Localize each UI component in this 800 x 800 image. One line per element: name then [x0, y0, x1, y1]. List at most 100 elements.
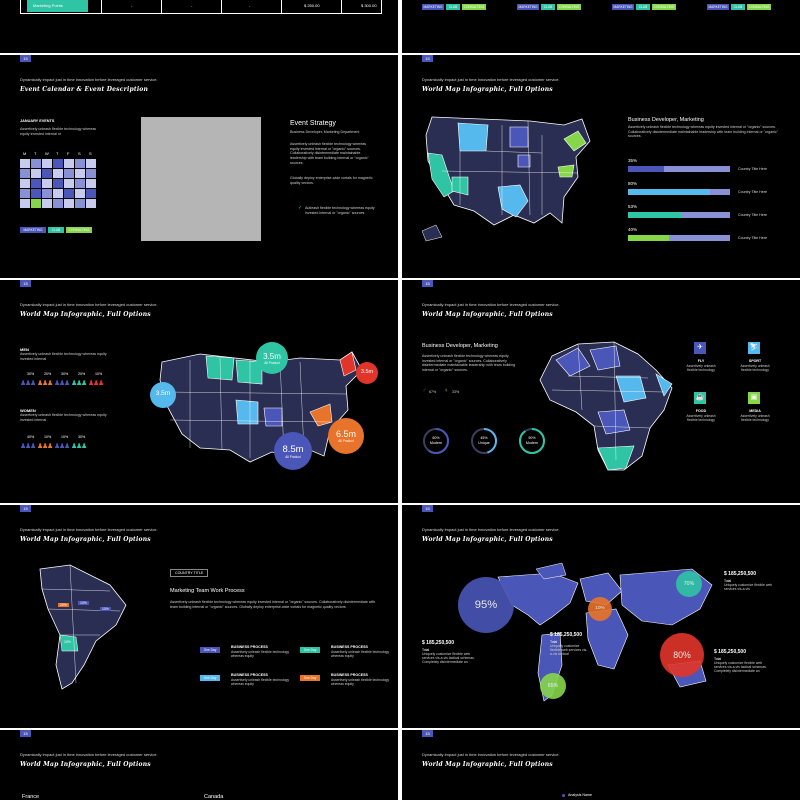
bubble-value: 3.5m	[155, 390, 171, 398]
step-tag: One Day	[300, 675, 320, 681]
ring-label: Unique	[478, 441, 490, 445]
bar-label: Country Title Here	[738, 213, 767, 217]
pill-row: MARKETING CLUB CONSULTING MARKETING CLUB…	[422, 4, 782, 12]
icon-label: FLY	[697, 359, 705, 363]
men-text: Assertively unleash flexible technology …	[20, 352, 107, 361]
country-france: France	[22, 794, 40, 800]
person-icon: ♟	[71, 380, 78, 387]
slide-title: World Map Infographic, Full Options	[422, 311, 553, 318]
pill: CONSULTING	[652, 4, 676, 10]
figure-pct: 30%	[27, 372, 35, 376]
icon-label: MEDIA	[749, 409, 761, 413]
progress-fill	[628, 235, 669, 241]
row-label: Marketing Points	[27, 0, 88, 12]
slide-number: 15	[422, 280, 433, 287]
legend-label: Analysis Name	[568, 793, 592, 797]
pill: MARKETING	[517, 4, 539, 10]
calendar-cell	[64, 169, 74, 178]
weekday-label: S	[89, 151, 92, 156]
calendar-cell	[20, 159, 30, 168]
calendar-cell	[20, 179, 30, 188]
calendar-cell	[64, 199, 74, 208]
data-bubble: 3.5m	[150, 382, 176, 408]
person-icon: ♟	[42, 380, 49, 387]
calendar-cell	[42, 159, 52, 168]
calendar-cell	[31, 159, 41, 168]
pill-consulting: CONSULTING	[66, 227, 92, 233]
progress-fill	[628, 166, 664, 172]
pill: MARKETING	[707, 4, 729, 10]
slide-title: Event Calendar & Event Description	[20, 86, 149, 93]
tagline: Dynamically impact just in time innovati…	[20, 527, 158, 532]
calendar-cell	[86, 179, 96, 188]
pill: MARKETING	[612, 4, 634, 10]
data-bubble: 95%	[458, 577, 514, 633]
calendar-cell	[53, 159, 63, 168]
calendar-cell	[64, 189, 74, 198]
calendar-cell	[20, 169, 30, 178]
data-bubble: 6.5m All Product	[328, 418, 364, 454]
icon-label: FOOD	[695, 409, 707, 413]
plane-icon: ✈	[694, 342, 706, 354]
pill-club: CLUB	[48, 227, 64, 233]
slide-number: 15	[20, 730, 31, 737]
world-map	[497, 562, 713, 702]
person-icon: ♟	[25, 380, 32, 387]
men-heading: MEN	[20, 347, 29, 352]
bar-label: Country Title Here	[738, 190, 767, 194]
south-america-map	[39, 564, 127, 690]
person-icon: ♟	[54, 443, 61, 450]
slide-bottom-right: 15 Dynamically impact just in time innov…	[402, 730, 800, 800]
progress-track	[628, 189, 730, 195]
bars-text: Assertively unleash flexible technology …	[628, 125, 778, 139]
slide-title: World Map Infographic, Full Options	[20, 761, 151, 768]
ring-pct: 45%	[480, 436, 488, 440]
data-bubble: 65%	[540, 673, 566, 699]
data-bubble: 10%	[588, 597, 612, 621]
progress-fill	[628, 212, 683, 218]
figure-pct: 10%	[44, 435, 52, 439]
step-text: Assertively unleash flexible technology …	[331, 650, 390, 658]
slide-number: 15	[422, 730, 433, 737]
process-text: Assertively unleash flexible technology …	[170, 600, 376, 609]
callout-text: Uniquely customize flexible web services…	[724, 583, 773, 591]
bubble-value: 10%	[595, 606, 605, 611]
calendar-cell	[75, 179, 85, 188]
icon-text: Assertively unleash flexible technology	[740, 414, 770, 422]
pill: CLUB	[636, 4, 650, 10]
table-cell: -	[131, 3, 133, 8]
calendar-cell	[75, 199, 85, 208]
figure-pct: 10%	[61, 435, 69, 439]
slide-bottom-left: 15 Dynamically impact just in time innov…	[0, 730, 398, 800]
data-bubble: 8.5m All Product	[274, 432, 312, 470]
step-tag: One Day	[200, 675, 220, 681]
ring-chart	[471, 428, 497, 454]
callout-label: Total	[550, 640, 558, 644]
person-icon: ♟	[47, 380, 54, 387]
slide-title: World Map Infographic, Full Options	[20, 311, 151, 318]
callout-amount: $ 185,250,500	[422, 640, 454, 646]
callout-label: Total	[422, 648, 430, 652]
person-icon: ♟	[98, 380, 105, 387]
callout-text: Uniquely customize flexible web services…	[422, 652, 475, 664]
tagline: Dynamically impact just in time innovati…	[20, 752, 158, 757]
female-icon: ♀	[444, 388, 449, 394]
bubble-value: 3.5m	[360, 368, 374, 375]
slide-africa: 15 Dynamically impact just in time innov…	[402, 280, 800, 503]
step-text: Assertively unleash flexible technology …	[331, 678, 390, 686]
person-icon: ♟	[59, 443, 66, 450]
slide-world: 15 Dynamically impact just in time innov…	[402, 505, 800, 728]
cup-icon: ☕	[694, 392, 706, 404]
step-title: BUSINESS PROCESS	[231, 645, 268, 649]
tagline: Dynamically impact just in time innovati…	[422, 302, 560, 307]
tagline: Dynamically impact just in time innovati…	[20, 302, 158, 307]
bubble-value: 80%	[673, 650, 691, 660]
table-cell: -	[249, 3, 251, 8]
person-icon: ♟	[81, 443, 88, 450]
ring-pct: 90%	[528, 436, 536, 440]
calendar-cell	[64, 179, 74, 188]
africa-map	[539, 341, 673, 471]
bubble-value: 3.5m	[263, 352, 281, 361]
tagline: Dynamically impact just in time innovati…	[422, 77, 560, 82]
